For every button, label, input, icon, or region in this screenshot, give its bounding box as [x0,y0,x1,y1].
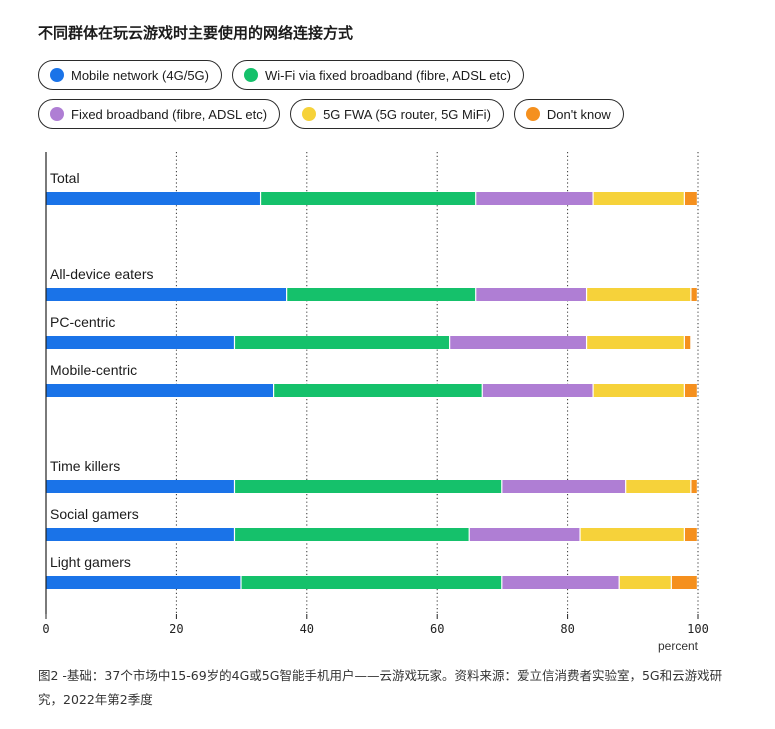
bar-segment-2 [287,288,476,301]
legend-swatch-fixed-broadband [50,107,64,121]
legend-label-mobile-network: Mobile network (4G/5G) [71,67,209,83]
bar-segment-2 [241,576,502,589]
x-tick-label: 80 [560,622,574,636]
bar-segment-4 [580,528,684,541]
bar-segment-5 [684,192,697,205]
bar-segment-2 [235,480,502,493]
x-axis-label: percent [658,639,699,653]
legend-row-1: Mobile network (4G/5G) Wi-Fi via fixed b… [38,60,738,90]
footnote: 图2 -基础：37个市场中15-69岁的4G或5G智能手机用户——云游戏玩家。资… [38,668,723,707]
bar-segment-3 [502,480,626,493]
category-label: Time killers [50,458,120,474]
bar-segment-3 [450,336,586,349]
bar-segment-3 [482,384,593,397]
legend-swatch-5g-fwa [302,107,317,121]
legend-item-5g-fwa: 5G FWA (5G router, 5G MiFi) [290,99,504,129]
bar-segment-4 [593,384,684,397]
bar-segment-1 [46,480,234,493]
bar-segment-2 [274,384,482,397]
category-label: Social gamers [50,506,139,522]
bar-segment-5 [671,576,697,589]
bar-segment-5 [684,384,697,397]
bar-segment-3 [469,528,580,541]
bar-segment-4 [593,192,684,205]
bar-segment-5 [684,336,691,349]
bar-segment-4 [619,576,671,589]
bar-segment-4 [587,336,684,349]
legend-label-5g-fwa: 5G FWA (5G router, 5G MiFi) [323,106,491,122]
legend-label-wifi-fixed-broadband: Wi-Fi via fixed broadband (fibre, ADSL e… [265,67,511,83]
legend-item-fixed-broadband: Fixed broadband (fibre, ADSL etc) [38,99,281,129]
bar-segment-2 [235,528,469,541]
x-tick-label: 60 [430,622,444,636]
bar-segment-1 [46,288,287,301]
legend-label-fixed-broadband: Fixed broadband (fibre, ADSL etc) [71,106,268,122]
bar-segment-4 [626,480,691,493]
category-label: Light gamers [50,554,131,570]
stacked-bar-chart: Total All-device eaters PC-centric Mobile-c… [42,152,709,653]
category-label: Total [50,170,80,186]
bar-segment-3 [476,192,593,205]
bar-segment-2 [235,336,450,349]
x-tick-label: 100 [687,622,709,636]
legend-item-wifi-fixed-broadband: Wi-Fi via fixed broadband (fibre, ADSL e… [232,60,524,90]
category-label: PC-centric [50,314,115,330]
bar-segment-1 [46,192,260,205]
bar-segment-3 [502,576,619,589]
category-label: All-device eaters [50,266,154,282]
bar-segment-5 [684,528,697,541]
bar-segment-1 [46,336,234,349]
x-tick-label: 0 [42,622,49,636]
legend-swatch-wifi-fixed-broadband [244,68,258,82]
x-tick-label: 40 [300,622,314,636]
legend-swatch-mobile-network [50,68,64,82]
bar-segment-5 [691,480,697,493]
x-tick-label: 20 [169,622,183,636]
bar-segment-5 [691,288,697,301]
bar-segment-1 [46,576,241,589]
legend: Mobile network (4G/5G) Wi-Fi via fixed b… [38,60,738,138]
bar-segment-3 [476,288,586,301]
bar-segment-2 [261,192,476,205]
legend-label-dont-know: Don't know [546,106,611,122]
legend-item-dont-know: Don't know [513,99,624,129]
bar-segment-1 [46,384,273,397]
legend-row-2: Fixed broadband (fibre, ADSL etc) 5G FWA… [38,99,738,129]
legend-item-mobile-network: Mobile network (4G/5G) [38,60,222,90]
bar-segment-4 [587,288,691,301]
category-label: Mobile-centric [50,362,137,378]
legend-swatch-dont-know [525,107,540,121]
chart-title: 不同群体在玩云游戏时主要使用的网络连接方式 [38,24,354,42]
bar-segment-1 [46,528,234,541]
